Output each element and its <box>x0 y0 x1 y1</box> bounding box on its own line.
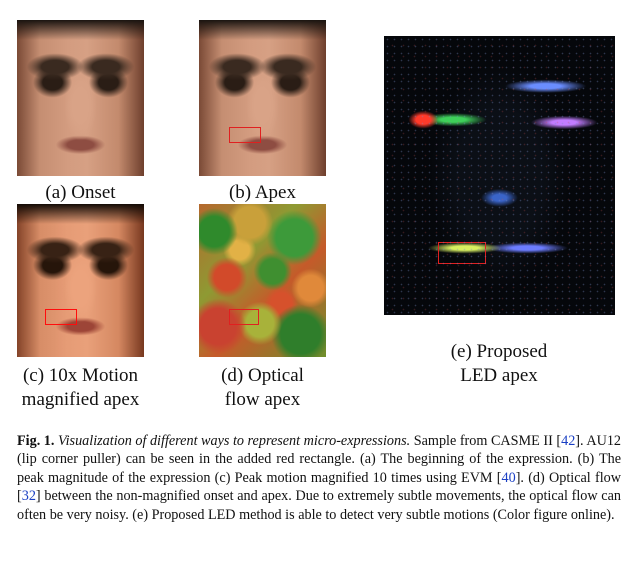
apex-face-image <box>199 20 326 176</box>
led-apex-image <box>384 36 615 315</box>
reference-link[interactable]: 40 <box>501 469 516 486</box>
magnified-apex-image <box>17 204 144 357</box>
reference-link[interactable]: 32 <box>21 488 36 505</box>
label-led-line2: LED apex <box>460 365 538 386</box>
reference-link[interactable]: 42 <box>561 433 576 449</box>
onset-face-image <box>17 20 144 176</box>
roi-rectangle <box>438 242 486 264</box>
label-led-line1: (e) Proposed <box>450 341 548 362</box>
optical-flow-image <box>199 204 326 357</box>
label-optical-line2: flow apex <box>224 389 301 410</box>
caption-text: ]. (d) Optical flow [ <box>17 469 621 505</box>
figure-caption: Fig. 1. Visualization of different ways … <box>17 432 621 524</box>
roi-rectangle <box>229 309 259 325</box>
caption-text: ]. AU12 (lip corner puller) can be seen … <box>17 433 622 486</box>
label-magnified-line1: (c) 10x Motion <box>22 365 139 386</box>
label-onset: (a) Onset <box>45 182 116 203</box>
label-magnified-line2: magnified apex <box>21 389 140 410</box>
caption-text: Sample from CASME II [ <box>413 433 562 449</box>
caption-text: ] between the non-magnified onset and ap… <box>17 488 621 523</box>
roi-rectangle <box>229 127 261 143</box>
caption-title: Visualization of different ways to repre… <box>58 433 411 449</box>
roi-rectangle <box>45 309 77 325</box>
label-optical-line1: (d) Optical <box>221 365 304 386</box>
figure-number: Fig. 1. <box>17 433 55 449</box>
label-apex: (b) Apex <box>228 182 296 203</box>
